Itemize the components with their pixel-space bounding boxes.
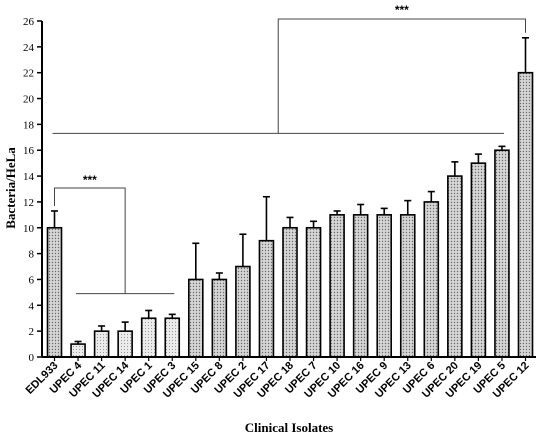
bar: [282, 226, 298, 358]
bar: [258, 239, 275, 358]
y-tick-label: 6: [29, 274, 35, 286]
significance-label: ***: [395, 3, 409, 17]
bar: [423, 201, 440, 358]
bar: [164, 317, 181, 358]
bar: [447, 175, 463, 358]
bar: [399, 214, 416, 358]
bar: [188, 278, 204, 358]
y-tick-label: 18: [23, 119, 35, 131]
error-bars: [51, 36, 529, 345]
bar: [352, 214, 369, 358]
x-axis-title: Clinical Isolates: [245, 420, 333, 435]
bar: [140, 317, 157, 358]
significance-bracket: [54, 187, 126, 294]
bar: [494, 149, 510, 358]
y-tick-label: 20: [23, 94, 35, 106]
bar: [376, 214, 393, 358]
bar: [305, 226, 322, 358]
y-tick-label: 2: [29, 326, 35, 338]
bar: [211, 278, 228, 358]
y-tick-label: 14: [23, 171, 35, 183]
bar: [517, 71, 534, 358]
y-tick-label: 0: [29, 352, 35, 364]
bar: [235, 265, 251, 358]
significance-bracket: [277, 18, 526, 134]
y-tick-label: 16: [23, 145, 35, 157]
y-tick-label: 8: [29, 249, 35, 261]
significance-label: ***: [83, 173, 97, 187]
y-tick-label: 12: [23, 197, 34, 209]
bar: [329, 214, 345, 358]
bar: [93, 330, 110, 358]
significance-annotations: *** ***: [52, 3, 526, 295]
y-tick-label: 22: [23, 68, 34, 80]
y-axis-title: Bacteria/HeLa: [3, 147, 18, 229]
bar: [117, 330, 133, 358]
bar: [46, 226, 63, 358]
y-tick-label: 10: [23, 223, 35, 235]
bars: [46, 71, 534, 358]
bar: [70, 343, 86, 358]
y-tick-label: 26: [23, 16, 35, 28]
y-tick-label: 4: [29, 300, 35, 312]
y-tick-label: 24: [23, 42, 35, 54]
bar: [470, 162, 487, 358]
